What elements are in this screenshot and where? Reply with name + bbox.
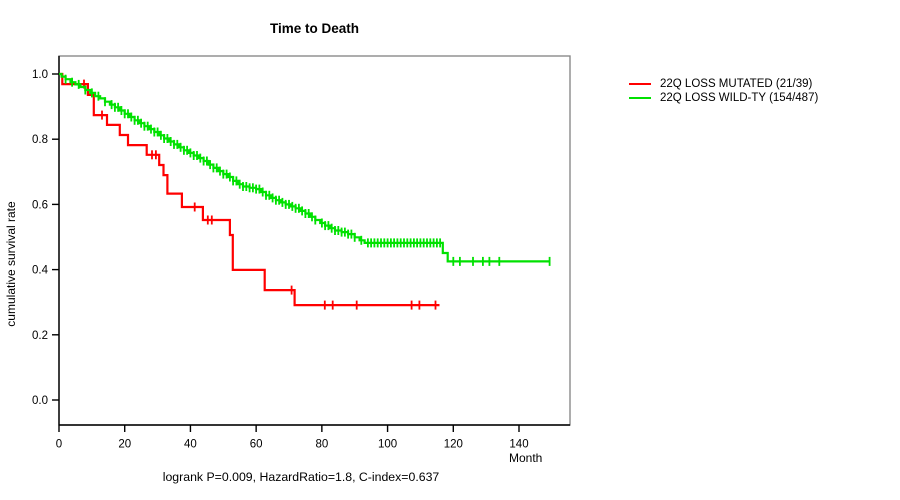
- survival-curve: [59, 72, 440, 307]
- x-tick-label: 140: [509, 439, 528, 451]
- y-tick-label: 1.0: [32, 69, 48, 81]
- y-tick-label: 0.2: [32, 330, 48, 342]
- x-tick-label: 40: [184, 439, 197, 451]
- chart-title: Time to Death: [269, 21, 359, 36]
- axes: 0 20 40 60 80 100 120 140 1.0 0.8 0.6 0.4 0.2 0.0: [32, 55, 571, 451]
- x-tick-label: 120: [444, 439, 463, 451]
- series-wildtype: [59, 72, 551, 266]
- legend-label-wildtype: 22Q LOSS WILD-TY (154/487): [660, 91, 819, 104]
- legend-line-swatch-red: [629, 82, 651, 85]
- legend-label-mutated: 22Q LOSS MUTATED (21/39): [660, 77, 813, 90]
- survival-curve: [59, 72, 550, 263]
- series-mutated: [59, 72, 440, 310]
- x-tick-label: 20: [118, 439, 131, 451]
- x-tick-label: 80: [315, 439, 328, 451]
- legend-line-swatch-green: [629, 96, 651, 99]
- y-tick-label: 0.6: [32, 199, 48, 211]
- x-tick-label: 60: [250, 439, 263, 451]
- y-tick-label: 0.8: [32, 134, 48, 146]
- legend-item-wildtype: 22Q LOSS WILD-TY (154/487): [629, 91, 818, 104]
- y-tick-label: 0.4: [32, 265, 49, 277]
- x-axis-label: Month: [509, 451, 543, 465]
- y-tick-label: 0.0: [32, 395, 48, 407]
- legend-item-mutated: 22Q LOSS MUTATED (21/39): [629, 77, 818, 90]
- stats-annotation: logrank P=0.009, HazardRatio=1.8, C-inde…: [162, 470, 440, 484]
- x-tick-label: 100: [378, 439, 397, 451]
- x-tick-label: 0: [56, 439, 62, 451]
- legend: 22Q LOSS MUTATED (21/39) 22Q LOSS WILD-T…: [629, 77, 818, 105]
